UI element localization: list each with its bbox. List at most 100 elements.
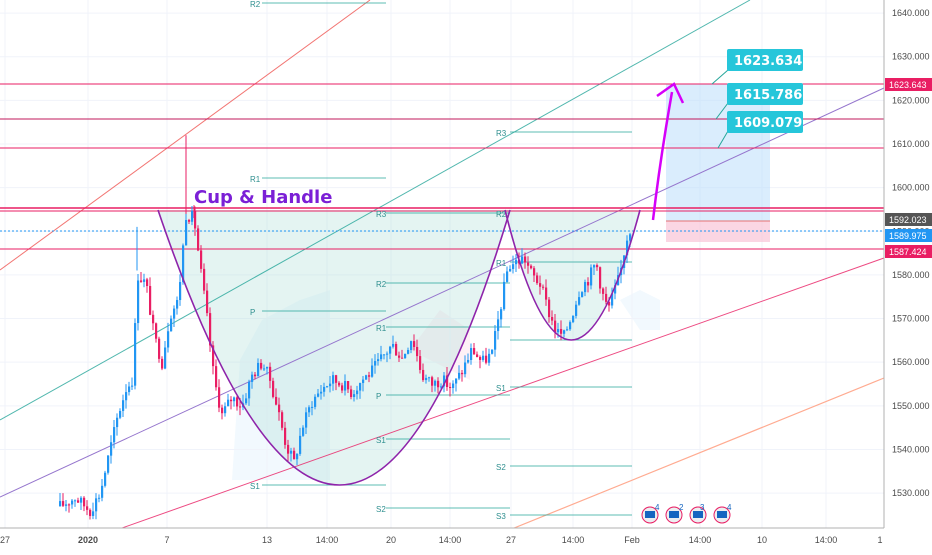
candle[interactable] xyxy=(539,275,542,295)
candle[interactable] xyxy=(278,397,281,421)
candle[interactable] xyxy=(449,382,452,397)
candle[interactable] xyxy=(602,287,605,301)
candle[interactable] xyxy=(146,277,149,293)
candle[interactable] xyxy=(419,350,422,374)
candle[interactable] xyxy=(212,341,215,375)
candle[interactable] xyxy=(263,364,266,372)
candle[interactable] xyxy=(341,382,344,394)
candle[interactable] xyxy=(398,351,401,362)
candle[interactable] xyxy=(371,358,374,378)
candle[interactable] xyxy=(512,255,515,274)
candle[interactable] xyxy=(236,396,239,411)
candle[interactable] xyxy=(470,343,473,365)
candle[interactable] xyxy=(62,493,65,508)
candle[interactable] xyxy=(311,401,314,416)
candle[interactable] xyxy=(389,345,392,360)
candle[interactable] xyxy=(68,503,71,513)
candle[interactable] xyxy=(515,254,518,273)
candle[interactable] xyxy=(545,279,548,306)
candle[interactable] xyxy=(314,394,317,410)
event-flag-icon[interactable]: 3 xyxy=(689,503,707,524)
candle[interactable] xyxy=(377,353,380,366)
candle[interactable] xyxy=(248,379,251,406)
candle[interactable] xyxy=(491,349,494,355)
candle[interactable] xyxy=(233,396,236,407)
candle[interactable] xyxy=(107,454,110,475)
candle[interactable] xyxy=(161,356,164,371)
candle[interactable] xyxy=(188,218,191,224)
candle[interactable] xyxy=(443,371,446,393)
candle[interactable] xyxy=(356,385,359,400)
candle[interactable] xyxy=(104,470,107,488)
candle[interactable] xyxy=(101,478,104,502)
candle[interactable] xyxy=(485,347,488,365)
candle[interactable] xyxy=(206,283,209,317)
candle[interactable] xyxy=(110,435,113,464)
candle[interactable] xyxy=(587,277,590,293)
candle[interactable] xyxy=(194,206,197,236)
candle[interactable] xyxy=(269,362,272,389)
candle[interactable] xyxy=(308,405,311,417)
candle[interactable] xyxy=(593,264,596,275)
candle[interactable] xyxy=(458,365,461,381)
candle[interactable] xyxy=(179,274,182,306)
event-flag-icon[interactable]: 4 xyxy=(641,503,660,524)
candle[interactable] xyxy=(272,377,275,399)
candle[interactable] xyxy=(350,385,353,400)
candle[interactable] xyxy=(527,256,530,274)
candle[interactable] xyxy=(509,265,512,272)
candle[interactable] xyxy=(461,369,464,382)
candle[interactable] xyxy=(479,355,482,369)
candle[interactable] xyxy=(347,381,350,393)
candle[interactable] xyxy=(173,305,176,327)
candle[interactable] xyxy=(296,453,299,466)
candle[interactable] xyxy=(392,335,395,349)
candle[interactable] xyxy=(455,378,458,392)
candle[interactable] xyxy=(125,384,128,409)
candle[interactable] xyxy=(434,379,437,392)
candle[interactable] xyxy=(140,271,143,283)
candle[interactable] xyxy=(131,377,134,391)
candle[interactable] xyxy=(383,354,386,360)
candle[interactable] xyxy=(191,206,194,226)
candle[interactable] xyxy=(98,494,101,503)
candle[interactable] xyxy=(416,339,419,362)
candle[interactable] xyxy=(113,419,116,449)
candle[interactable] xyxy=(425,374,428,384)
candle[interactable] xyxy=(401,349,404,359)
candle[interactable] xyxy=(92,502,95,520)
candle[interactable] xyxy=(329,376,332,393)
candle[interactable] xyxy=(164,341,167,370)
candle[interactable] xyxy=(476,351,479,358)
candle[interactable] xyxy=(626,235,629,263)
candle[interactable] xyxy=(404,353,407,359)
candle[interactable] xyxy=(395,341,398,356)
candle[interactable] xyxy=(332,371,335,391)
candle[interactable] xyxy=(167,322,170,353)
candle[interactable] xyxy=(407,347,410,355)
candle[interactable] xyxy=(440,383,443,390)
candle[interactable] xyxy=(536,272,539,285)
candlesticks[interactable] xyxy=(59,135,632,520)
candle[interactable] xyxy=(137,273,140,331)
candle[interactable] xyxy=(584,279,587,297)
candle[interactable] xyxy=(284,421,287,449)
event-flag-icon[interactable]: 2 xyxy=(665,503,684,524)
candle[interactable] xyxy=(614,279,617,300)
candle[interactable] xyxy=(542,284,545,290)
candle[interactable] xyxy=(59,493,62,507)
candle[interactable] xyxy=(494,324,497,357)
candle[interactable] xyxy=(158,336,161,363)
candle[interactable] xyxy=(566,326,569,332)
candle[interactable] xyxy=(572,315,575,324)
candle[interactable] xyxy=(143,273,146,288)
candle[interactable] xyxy=(563,329,566,338)
candle[interactable] xyxy=(500,307,503,328)
candle[interactable] xyxy=(497,311,500,340)
candle[interactable] xyxy=(464,355,467,378)
candle[interactable] xyxy=(548,297,551,323)
candle[interactable] xyxy=(281,410,284,431)
candle[interactable] xyxy=(176,296,179,315)
time-axis[interactable] xyxy=(0,528,884,550)
candle[interactable] xyxy=(200,245,203,273)
